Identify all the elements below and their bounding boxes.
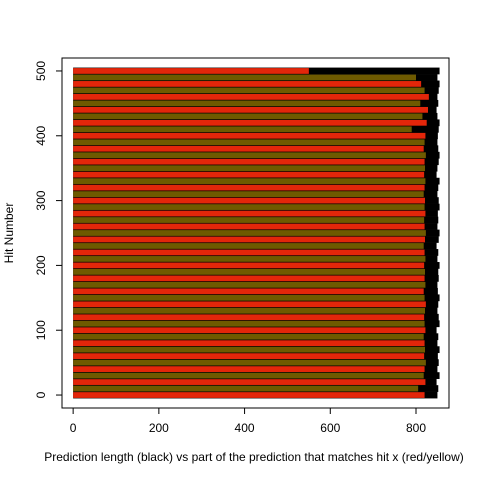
x-tick-label: 600 (320, 421, 340, 435)
match-bar (73, 307, 426, 314)
y-tick-label: 200 (34, 255, 48, 275)
match-bar (73, 223, 425, 230)
match-bar (73, 236, 426, 243)
match-bar (73, 74, 417, 81)
match-bar (73, 126, 412, 133)
match-bar (73, 165, 426, 172)
y-tick-label: 0 (34, 391, 48, 398)
match-bar (73, 145, 424, 152)
match-bar (73, 262, 425, 269)
match-bar (73, 366, 425, 372)
match-bar (73, 243, 424, 249)
match-bar (73, 119, 427, 126)
x-tick-label: 0 (70, 421, 77, 435)
match-bar (73, 281, 426, 288)
y-axis-label: Hit Number (2, 203, 16, 264)
match-bar (73, 301, 426, 308)
match-bar (73, 320, 425, 327)
y-tick-label: 100 (34, 320, 48, 340)
match-bar (73, 94, 429, 100)
match-bar (73, 178, 426, 185)
match-bar (73, 346, 426, 353)
y-tick-label: 400 (34, 125, 48, 145)
match-bar (73, 353, 425, 360)
match-bar (73, 333, 424, 340)
match-bar (73, 68, 309, 74)
match-bar (73, 210, 426, 217)
match-bar (73, 392, 425, 398)
match-bar (73, 275, 425, 282)
x-tick-label: 400 (235, 421, 255, 435)
x-tick-label: 200 (149, 421, 169, 435)
match-bar (73, 152, 426, 159)
match-bar (73, 249, 425, 256)
match-bar (73, 385, 419, 392)
match-bar (73, 372, 424, 379)
match-bar (73, 314, 425, 321)
y-tick-label: 500 (34, 61, 48, 81)
match-bar (73, 204, 425, 210)
x-tick-label: 800 (406, 421, 426, 435)
match-bar (73, 139, 425, 146)
match-bar (73, 269, 426, 275)
match-bar (73, 379, 426, 385)
match-bar (73, 197, 426, 204)
match-bar (73, 113, 423, 120)
match-bar (73, 294, 425, 301)
y-tick-label: 300 (34, 190, 48, 210)
match-bar (73, 171, 425, 178)
match-bar (73, 327, 426, 334)
match-bar (73, 256, 426, 262)
match-bar (73, 87, 425, 94)
match-bar (73, 191, 424, 197)
match-bar (73, 184, 425, 191)
match-bar (73, 230, 426, 236)
match-bar (73, 359, 426, 366)
match-bar (73, 158, 425, 165)
match-bar (73, 340, 425, 347)
match-bar (73, 100, 421, 107)
match-bar (73, 132, 426, 139)
match-bar (73, 81, 422, 87)
x-axis-label: Prediction length (black) vs part of the… (44, 450, 464, 464)
match-bar (73, 288, 424, 295)
match-bar (73, 217, 425, 223)
match-bar (73, 106, 429, 113)
